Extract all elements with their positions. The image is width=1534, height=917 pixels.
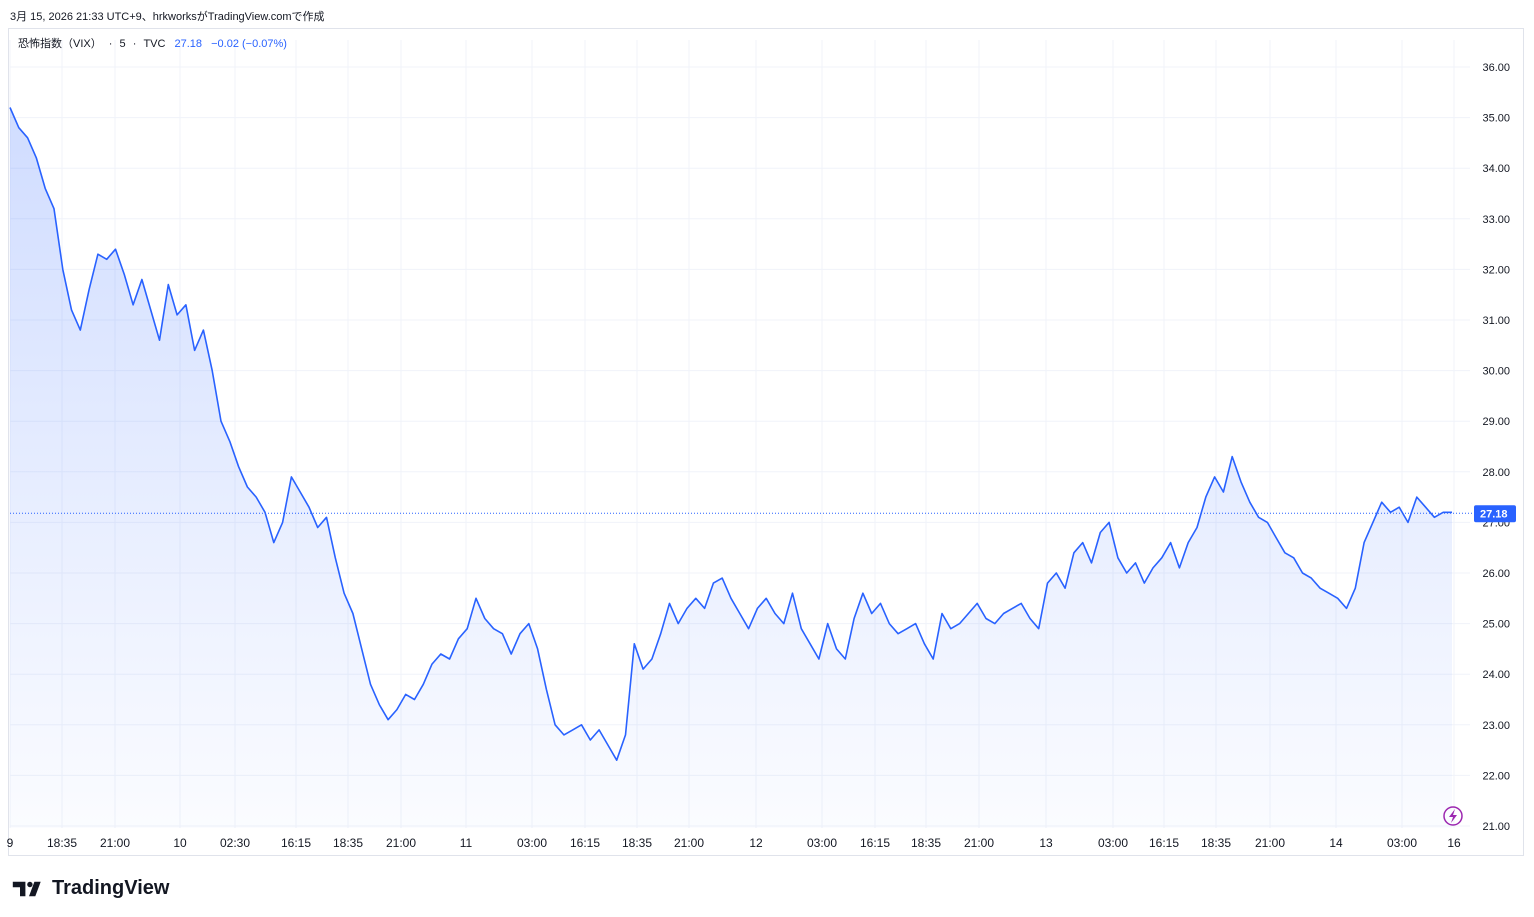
x-tick-label: 13 bbox=[1039, 836, 1053, 850]
y-axis[interactable]: 36.00 35.00 34.00 33.00 32.00 31.00 30.00 29.00… bbox=[1482, 62, 1510, 833]
y-tick-label: 24.00 bbox=[1482, 669, 1510, 681]
x-tick-label: 18:35 bbox=[622, 836, 652, 850]
x-tick-label: 16:15 bbox=[281, 836, 311, 850]
tradingview-logo-icon bbox=[12, 881, 41, 896]
x-tick-label: 18:35 bbox=[47, 836, 77, 850]
y-tick-label: 33.00 bbox=[1482, 214, 1510, 226]
x-tick-label: 9 bbox=[7, 836, 14, 850]
x-tick-label: 18:35 bbox=[1201, 836, 1231, 850]
x-tick-label: 03:00 bbox=[1387, 836, 1417, 850]
y-tick-label: 25.00 bbox=[1482, 619, 1510, 631]
tradingview-logo[interactable]: TradingView bbox=[12, 877, 169, 900]
x-tick-label: 21:00 bbox=[386, 836, 416, 850]
y-tick-label: 31.00 bbox=[1482, 315, 1510, 327]
y-tick-label: 22.00 bbox=[1482, 770, 1510, 782]
x-tick-label: 16 bbox=[1447, 836, 1461, 850]
area-fill bbox=[10, 107, 1452, 828]
x-tick-label: 02:30 bbox=[220, 836, 250, 850]
legend-symbol[interactable]: 恐怖指数（VIX） bbox=[18, 38, 102, 50]
x-tick-label: 03:00 bbox=[807, 836, 837, 850]
x-tick-label: 10 bbox=[173, 836, 187, 850]
y-tick-label: 32.00 bbox=[1482, 264, 1510, 276]
legend-interval: 5 bbox=[119, 38, 126, 50]
lightning-icon[interactable] bbox=[1443, 806, 1463, 826]
legend-last: 27.18 bbox=[174, 38, 203, 50]
x-tick-label: 21:00 bbox=[100, 836, 130, 850]
x-tick-label: 18:35 bbox=[333, 836, 363, 850]
y-tick-label: 35.00 bbox=[1482, 113, 1510, 125]
x-tick-label: 16:15 bbox=[570, 836, 600, 850]
x-tick-label: 12 bbox=[749, 836, 763, 850]
last-price-tag: 27.18 bbox=[1474, 505, 1516, 523]
chart-caption: 3月 15, 2026 21:33 UTC+9、hrkworksがTrading… bbox=[10, 11, 325, 23]
legend-separator: · bbox=[132, 38, 137, 50]
y-tick-label: 28.00 bbox=[1482, 467, 1510, 479]
legend: 恐怖指数（VIX） · 5 · TVC 27.18 −0.02 (−0.07%) bbox=[18, 35, 287, 51]
y-tick-label: 23.00 bbox=[1482, 720, 1510, 732]
legend-change: −0.02 (−0.07%) bbox=[211, 38, 287, 50]
last-price-label: 27.18 bbox=[1480, 508, 1508, 520]
y-tick-label: 21.00 bbox=[1482, 821, 1510, 833]
x-tick-label: 21:00 bbox=[1255, 836, 1285, 850]
x-tick-label: 18:35 bbox=[911, 836, 941, 850]
y-tick-label: 30.00 bbox=[1482, 366, 1510, 378]
x-tick-label: 03:00 bbox=[517, 836, 547, 850]
x-tick-label: 21:00 bbox=[964, 836, 994, 850]
x-tick-label: 14 bbox=[1329, 836, 1343, 850]
x-tick-label: 16:15 bbox=[1149, 836, 1179, 850]
y-tick-label: 36.00 bbox=[1482, 62, 1510, 74]
x-tick-label: 21:00 bbox=[674, 836, 704, 850]
x-tick-label: 16:15 bbox=[860, 836, 890, 850]
legend-separator: · bbox=[108, 38, 113, 50]
x-tick-label: 11 bbox=[460, 836, 473, 850]
x-tick-label: 03:00 bbox=[1098, 836, 1128, 850]
chart-frame[interactable] bbox=[8, 28, 1524, 856]
y-tick-label: 34.00 bbox=[1482, 163, 1510, 175]
legend-exchange: TVC bbox=[143, 38, 166, 50]
y-tick-label: 26.00 bbox=[1482, 568, 1510, 580]
price-line[interactable] bbox=[9, 107, 1452, 761]
x-axis[interactable]: 9 18:35 21:00 10 02:30 16:15 18:35 21:00 11 03:00… bbox=[7, 836, 1461, 850]
y-tick-label: 29.00 bbox=[1482, 416, 1510, 428]
brand-name: TradingView bbox=[52, 877, 170, 899]
